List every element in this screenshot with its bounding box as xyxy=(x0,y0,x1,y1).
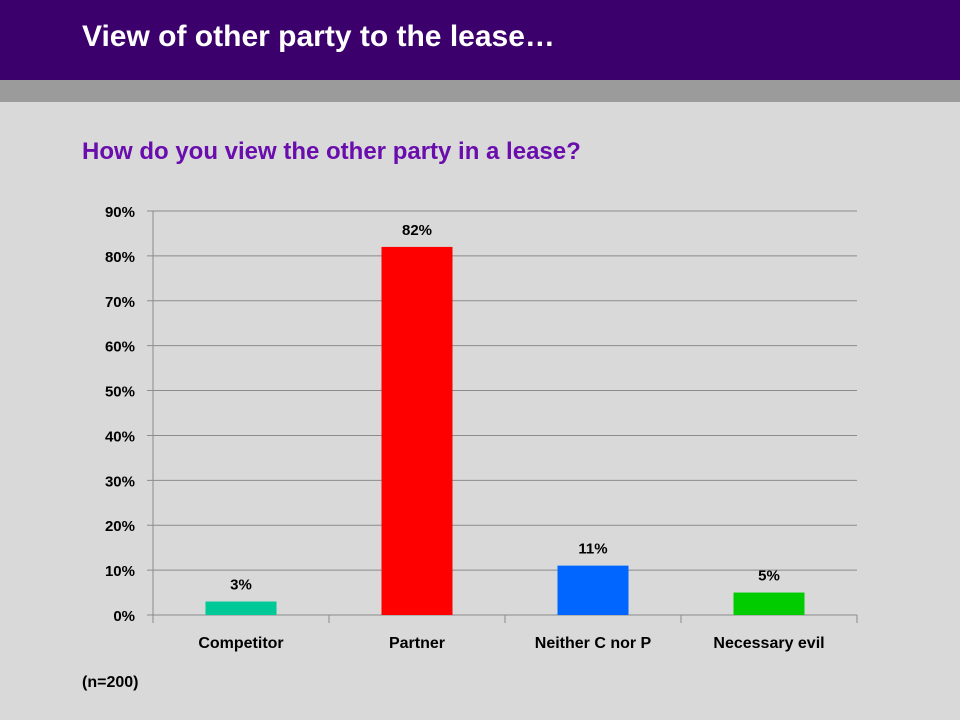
sample-size-note: (n=200) xyxy=(82,674,139,691)
chart-title: How do you view the other party in a lea… xyxy=(82,138,581,165)
slide-title: View of other party to the lease… xyxy=(82,20,555,53)
bar xyxy=(557,565,629,615)
y-tick-label: 90% xyxy=(105,204,135,221)
y-tick-label: 80% xyxy=(105,249,135,266)
bar xyxy=(733,592,805,615)
y-tick-label: 60% xyxy=(105,339,135,356)
y-tick-label: 20% xyxy=(105,518,135,535)
title-stripe xyxy=(0,80,960,102)
bar xyxy=(381,246,453,615)
data-label: 82% xyxy=(402,222,432,239)
data-label: 3% xyxy=(230,577,252,594)
data-label: 11% xyxy=(578,541,607,558)
category-label: Competitor xyxy=(198,635,283,652)
data-label: 5% xyxy=(758,568,780,585)
title-bar: View of other party to the lease… xyxy=(0,0,960,80)
category-label: Necessary evil xyxy=(713,635,824,652)
y-tick-label: 10% xyxy=(105,563,135,580)
bar xyxy=(205,601,277,615)
category-label: Neither C nor P xyxy=(535,635,652,652)
category-label: Partner xyxy=(389,635,445,652)
y-tick-label: 30% xyxy=(105,473,135,490)
y-tick-label: 50% xyxy=(105,384,135,401)
y-tick-label: 0% xyxy=(113,608,135,625)
y-tick-label: 40% xyxy=(105,428,135,445)
y-tick-label: 70% xyxy=(105,294,135,311)
